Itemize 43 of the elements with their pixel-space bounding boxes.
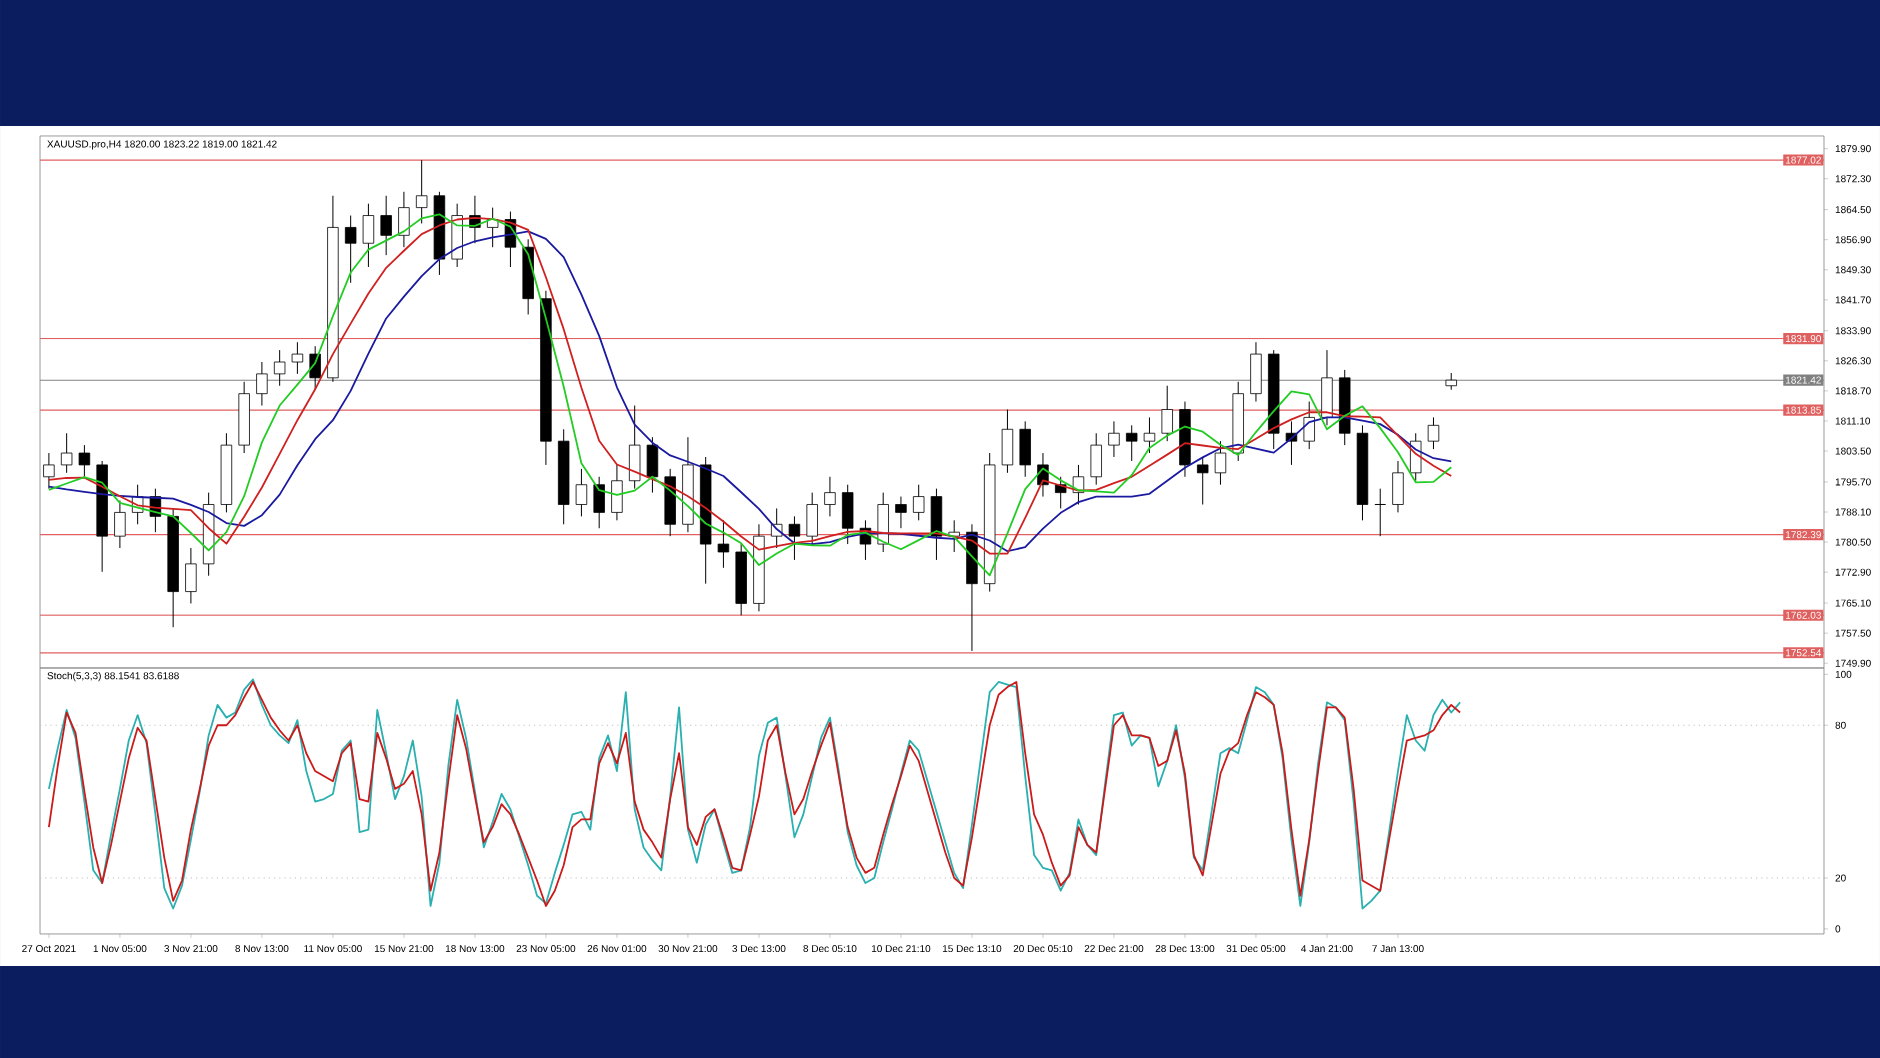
candlestick bbox=[1303, 401, 1315, 450]
candlestick bbox=[593, 476, 605, 529]
candlestick bbox=[930, 488, 943, 561]
candlestick bbox=[256, 361, 268, 407]
candlestick bbox=[362, 203, 375, 268]
candlestick bbox=[1001, 409, 1014, 474]
candlestick bbox=[114, 500, 126, 549]
candlestick bbox=[1392, 460, 1404, 513]
candlestick bbox=[575, 468, 588, 517]
candlestick bbox=[1161, 385, 1173, 442]
candlestick bbox=[628, 405, 641, 490]
candlestick bbox=[646, 436, 659, 494]
candlestick bbox=[344, 215, 357, 284]
candlestick bbox=[717, 519, 730, 569]
candlestick bbox=[1374, 488, 1386, 537]
candlestick bbox=[877, 492, 889, 553]
candlestick bbox=[1214, 440, 1227, 486]
candlestick bbox=[1196, 456, 1209, 505]
candlestick bbox=[185, 547, 197, 604]
candlestick bbox=[1143, 416, 1156, 454]
candlestick bbox=[1427, 416, 1440, 450]
candlestick bbox=[1250, 341, 1262, 403]
candlestick bbox=[1321, 349, 1333, 426]
candlestick bbox=[912, 484, 925, 521]
candlestick bbox=[1108, 420, 1120, 458]
candlestick bbox=[806, 492, 818, 545]
candlestick bbox=[895, 496, 907, 529]
candlestick bbox=[273, 349, 286, 387]
candlestick bbox=[611, 464, 623, 521]
candlestick bbox=[291, 341, 304, 375]
candlestick bbox=[664, 468, 676, 537]
candlestick bbox=[415, 159, 428, 224]
candlestick bbox=[788, 515, 801, 561]
candlestick bbox=[1125, 424, 1138, 462]
candlestick bbox=[1090, 432, 1102, 486]
candlestick bbox=[78, 444, 91, 478]
candlestick bbox=[43, 452, 55, 490]
candlestick bbox=[824, 476, 836, 517]
candlestick bbox=[841, 484, 854, 545]
candlestick bbox=[60, 432, 73, 474]
candlestick bbox=[380, 195, 392, 256]
candlestick bbox=[1019, 420, 1031, 478]
candlestick bbox=[398, 191, 410, 248]
